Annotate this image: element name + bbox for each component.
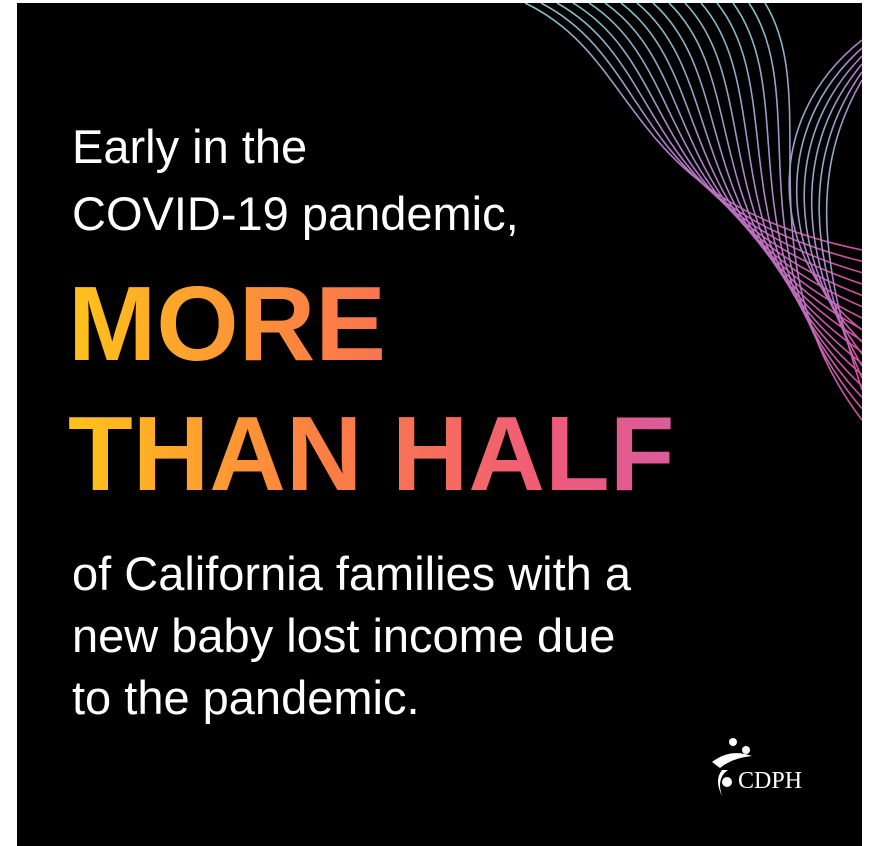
body-line: to the pandemic. [72, 671, 420, 724]
page: Early in the COVID-19 pandemic, MORE THA… [0, 0, 871, 846]
headline-line: MORE [68, 265, 386, 383]
body-line: new baby lost income due [72, 609, 615, 662]
headline-line: THAN HALF [68, 395, 674, 513]
intro-line: COVID-19 pandemic, [72, 187, 519, 240]
infographic: Early in the COVID-19 pandemic, MORE THA… [0, 0, 871, 846]
intro-line: Early in the [72, 120, 307, 173]
body-line: of California families with a [72, 547, 632, 600]
logo-text: CDPH [738, 768, 802, 794]
